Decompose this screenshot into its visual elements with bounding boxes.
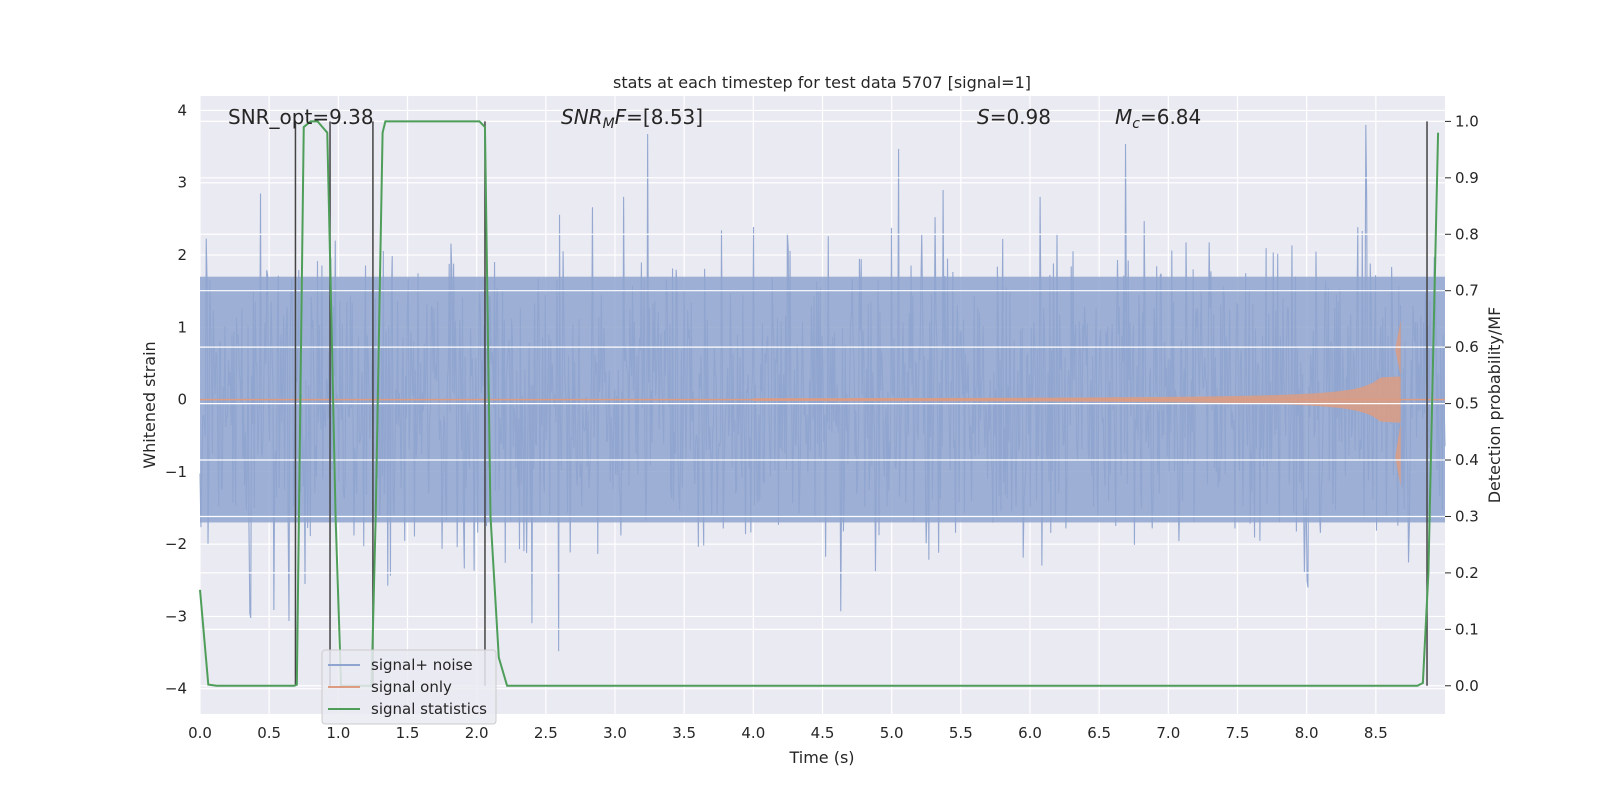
x-tick-label-9: 4.5	[811, 724, 835, 742]
x-tick-label-5: 2.5	[534, 724, 558, 742]
x-tick-label-10: 5.0	[880, 724, 904, 742]
y2-tick-label-5: 0.5	[1455, 395, 1479, 413]
annotation-mc-subscript: c	[1132, 116, 1140, 132]
y2-tick-label-1: 0.1	[1455, 620, 1479, 638]
x-tick-label-6: 3.0	[603, 724, 627, 742]
y2-tick-label-7: 0.7	[1455, 282, 1479, 300]
y2-tick-label-3: 0.3	[1455, 507, 1479, 525]
legend-label-signal-only: signal only	[371, 678, 452, 696]
annotation-snr-mf-value: =[8.53]	[626, 105, 703, 129]
x-axis-title: Time (s)	[788, 748, 854, 767]
series-signal-statistics	[199, 120, 1440, 687]
x-tick-label-0: 0.0	[188, 724, 212, 742]
y-tick-label-6: 2	[177, 246, 187, 264]
y-axis-left: −4 −3 −2 −1 0 1 2 3 4	[165, 101, 187, 697]
y-axis-right: 0.0 0.1 0.2 0.3 0.4 0.5 0.6 0.7 0.8 0.9 1.0	[1445, 112, 1479, 695]
y2-tick-label-2: 0.2	[1455, 564, 1479, 582]
annotation-s: S=0.98	[977, 105, 1051, 129]
x-tick-label-15: 7.5	[1226, 724, 1250, 742]
y-tick-label-7: 3	[177, 174, 187, 192]
annotation-s-value: =0.98	[990, 105, 1051, 129]
annotation-s-symbol: S	[977, 105, 990, 129]
y2-tick-label-9: 0.9	[1455, 169, 1479, 187]
y2-tick-label-4: 0.4	[1455, 451, 1479, 469]
y-tick-label-1: −3	[165, 607, 187, 625]
x-tick-label-17: 8.5	[1364, 724, 1388, 742]
x-tick-label-2: 1.0	[326, 724, 350, 742]
annotation-snr-mf-f: F	[615, 105, 627, 129]
legend-box	[321, 649, 497, 725]
legend-label-signal-statistics: signal statistics	[371, 700, 487, 718]
y-tick-label-8: 4	[177, 101, 187, 119]
y-axis-title: Whitened strain	[140, 341, 159, 468]
series-signal-statistics-line	[199, 120, 1440, 687]
y-tick-label-3: −1	[165, 463, 187, 481]
y2-tick-label-8: 0.8	[1455, 225, 1479, 243]
annotation-mc: Mc=6.84	[1115, 105, 1201, 132]
annotation-snr-mf-subscript: M	[603, 116, 615, 132]
x-tick-label-13: 6.5	[1087, 724, 1111, 742]
annotation-snr-mf: SNRMF=[8.53]	[561, 105, 703, 132]
x-tick-label-16: 8.0	[1295, 724, 1319, 742]
y2-axis-title: Detection probability/MF	[1485, 307, 1504, 504]
x-tick-label-11: 5.5	[949, 724, 973, 742]
x-tick-label-12: 6.0	[1018, 724, 1042, 742]
y-tick-label-5: 1	[177, 318, 187, 336]
x-tick-label-1: 0.5	[257, 724, 281, 742]
y2-tick-label-10: 1.0	[1455, 112, 1479, 130]
y-tick-label-4: 0	[177, 391, 187, 409]
legend: signal+ noise signal only signal statist…	[321, 649, 497, 725]
legend-label-signal-noise: signal+ noise	[371, 656, 473, 674]
annotation-mc-symbol: M	[1115, 105, 1132, 129]
x-axis: 0.0 0.5 1.0 1.5 2.0 2.5 3.0 3.5 4.0 4.5 5.0 5.5 6.0 6…	[188, 724, 1388, 742]
x-tick-label-8: 4.0	[741, 724, 765, 742]
annotation-mc-value: =6.84	[1140, 105, 1201, 129]
annotation-snr-mf-symbol: SNR	[561, 105, 603, 129]
annotation-snr-opt: SNR_opt=9.38	[228, 105, 374, 129]
x-tick-label-7: 3.5	[672, 724, 696, 742]
x-tick-label-4: 2.0	[465, 724, 489, 742]
x-tick-label-3: 1.5	[396, 724, 420, 742]
x-tick-label-14: 7.0	[1156, 724, 1180, 742]
y-tick-label-2: −2	[165, 535, 187, 553]
y2-tick-label-6: 0.6	[1455, 338, 1479, 356]
y-tick-label-0: −4	[165, 680, 187, 698]
y2-tick-label-0: 0.0	[1455, 677, 1479, 695]
chart-title: stats at each timestep for test data 570…	[613, 73, 1031, 92]
